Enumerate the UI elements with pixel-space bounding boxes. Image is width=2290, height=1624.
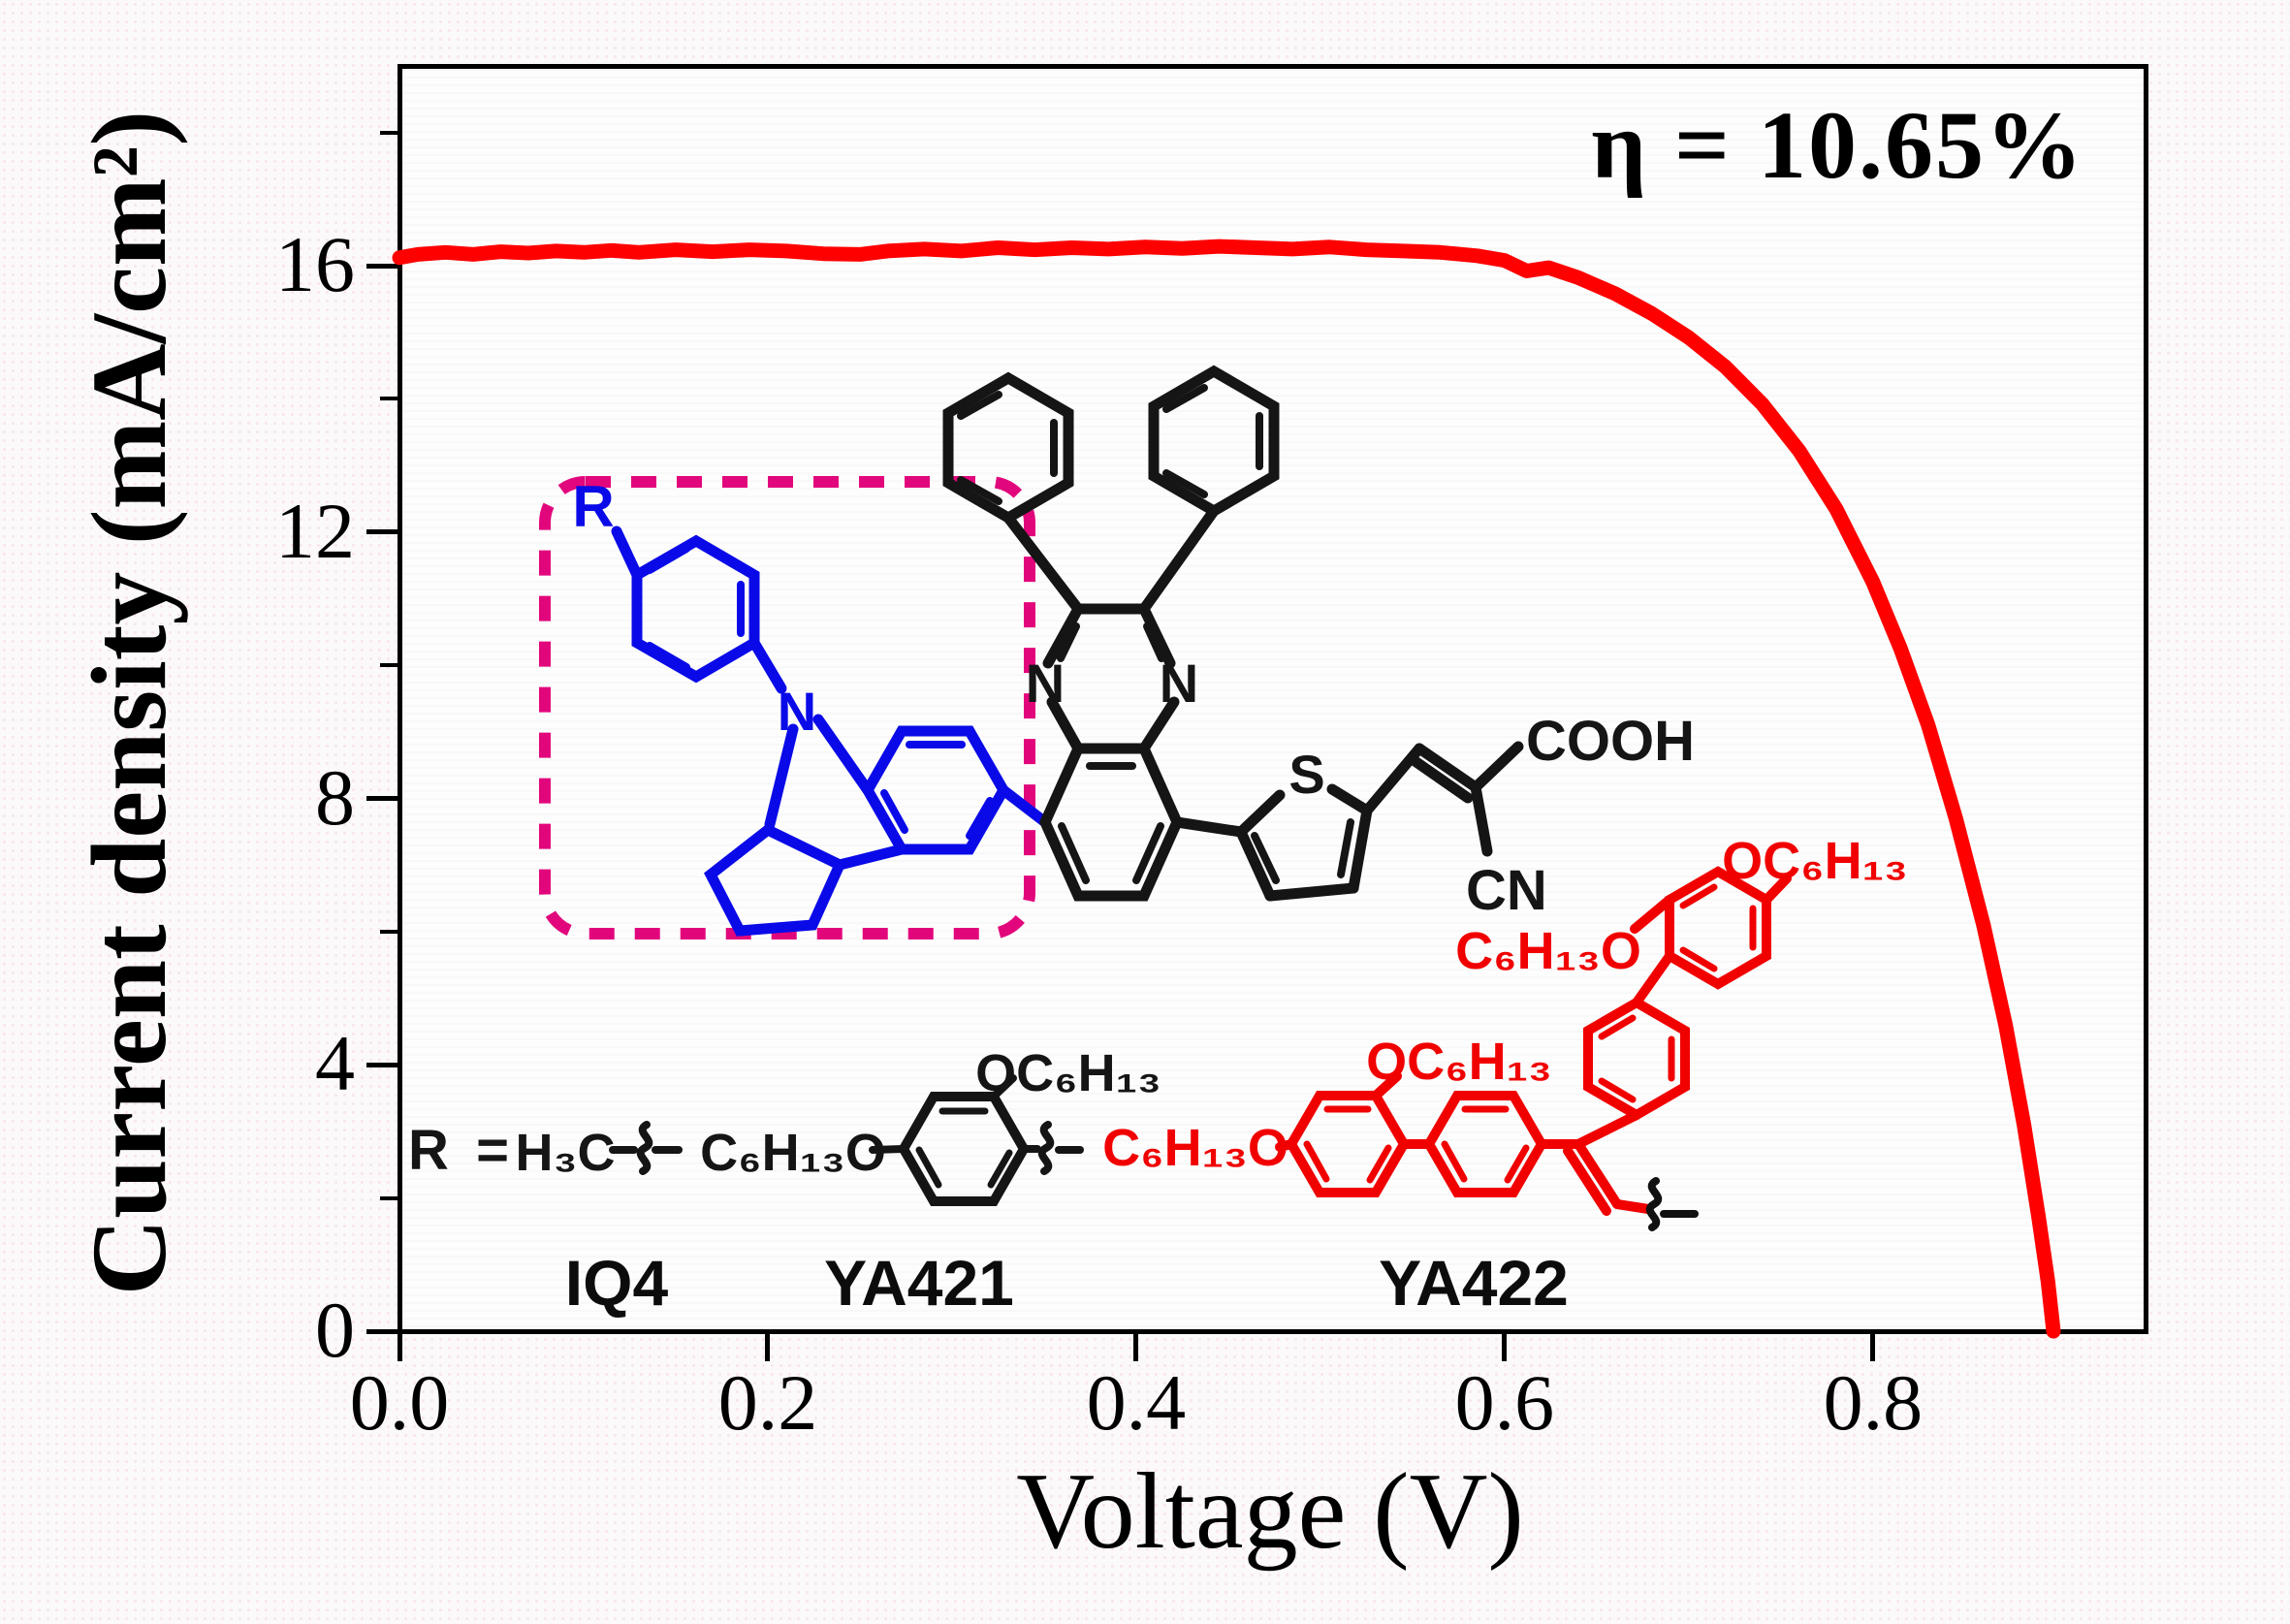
x-axis-tick <box>1502 1334 1508 1361</box>
y-axis-tick <box>366 1328 398 1334</box>
y-axis-minor-tick <box>380 663 398 668</box>
x-axis-tick <box>1870 1334 1876 1361</box>
y-tick-label: 0 <box>315 1286 355 1374</box>
y-tick-label: 4 <box>315 1019 355 1108</box>
y-axis-minor-tick <box>380 130 398 135</box>
efficiency-annotation: η = 10.65% <box>1591 91 2084 199</box>
y-axis-tick <box>366 796 398 802</box>
x-axis-tick <box>397 1334 402 1361</box>
x-tick-label: 0.2 <box>717 1358 818 1447</box>
x-axis-tick <box>1133 1334 1139 1361</box>
x-axis-tick <box>765 1334 771 1361</box>
y-tick-label: 16 <box>275 220 355 309</box>
x-tick-label: 0.0 <box>349 1358 450 1447</box>
y-tick-label: 12 <box>275 486 355 575</box>
y-axis-minor-tick <box>380 397 398 401</box>
x-axis-title: Voltage (V) <box>1016 1451 1524 1572</box>
y-axis-minor-tick <box>380 929 398 934</box>
x-tick-label: 0.4 <box>1086 1358 1187 1447</box>
plot-frame <box>398 64 2148 1334</box>
y-axis-tick <box>366 529 398 535</box>
y-axis-tick <box>366 1062 398 1067</box>
x-tick-label: 0.6 <box>1454 1358 1555 1447</box>
y-tick-label: 8 <box>315 752 355 842</box>
y-axis-minor-tick <box>380 1195 398 1200</box>
x-tick-label: 0.8 <box>1823 1358 1924 1447</box>
y-axis-tick <box>366 263 398 269</box>
